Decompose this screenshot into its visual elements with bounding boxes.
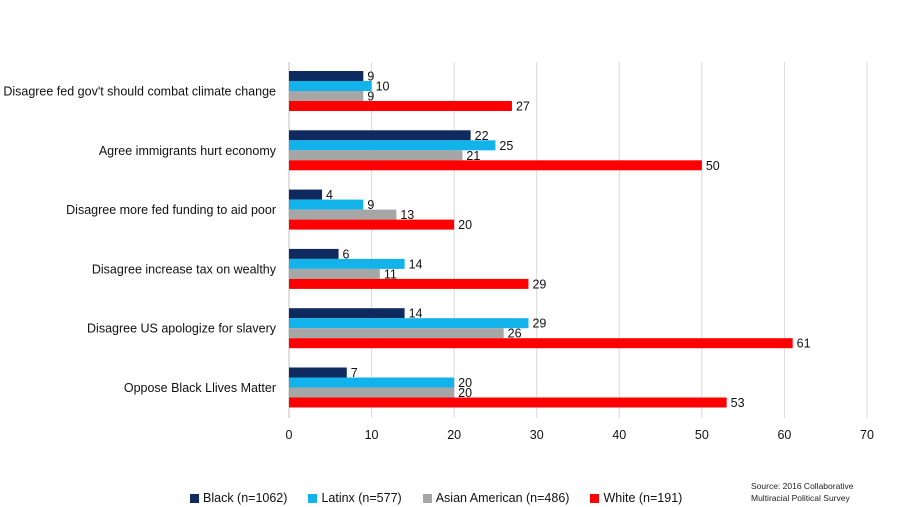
legend-label-white: White (n=191): [603, 491, 683, 505]
data-label: 29: [532, 277, 546, 291]
legend-item-asian-american: Asian American (n=486): [422, 491, 570, 505]
data-label: 20: [458, 218, 472, 232]
bar: [289, 160, 702, 171]
data-label: 10: [376, 80, 390, 94]
category-labels: Disagree fed gov't should combat climate…: [3, 85, 276, 396]
legend-item-latinx: Latinx (n=577): [308, 491, 402, 505]
category-label: Agree immigrants hurt economy: [99, 144, 277, 158]
data-label: 11: [384, 267, 397, 281]
x-tick-label: 0: [286, 428, 293, 442]
data-label: 21: [466, 149, 480, 163]
x-tick-label: 70: [860, 428, 874, 442]
data-label: 29: [532, 317, 546, 331]
data-label: 13: [400, 208, 414, 222]
x-tick-label: 10: [365, 428, 379, 442]
bar: [289, 377, 455, 388]
bar: [289, 130, 471, 141]
bar: [289, 140, 496, 151]
category-label: Disagree increase tax on wealthy: [92, 262, 277, 276]
x-tick-label: 20: [447, 428, 461, 442]
legend-swatch-latinx: [308, 493, 318, 503]
legend: Black (n=1062) Latinx (n=577) Asian Amer…: [190, 491, 703, 505]
legend-label-latinx: Latinx (n=577): [321, 491, 402, 505]
bar: [289, 248, 339, 259]
data-label: 14: [409, 307, 423, 321]
bar: [289, 328, 504, 339]
bar: [289, 101, 512, 111]
data-label: 14: [409, 257, 423, 271]
x-tick-label: 40: [612, 428, 626, 442]
bar: [289, 209, 397, 220]
data-label: 53: [731, 396, 745, 410]
bar: [289, 387, 455, 398]
bar: [289, 258, 405, 269]
bar: [289, 278, 529, 289]
legend-swatch-asian-american: [422, 493, 432, 503]
data-label: 9: [367, 198, 374, 212]
bar: [289, 367, 347, 378]
bar: [289, 338, 793, 349]
x-axis-ticks: 0 10 20 30 40 50 60 70: [286, 428, 874, 442]
data-label: 25: [499, 139, 513, 153]
category-label: Oppose Black Llives Matter: [124, 381, 276, 395]
bar: [289, 71, 364, 81]
data-label: 26: [508, 327, 522, 341]
value-labels: 9109272225215049132061411291429266172020…: [326, 70, 811, 411]
source-note: Source: 2016 Collaborative Multiracial P…: [751, 480, 854, 504]
bar: [289, 81, 372, 91]
legend-item-black: Black (n=1062): [190, 491, 287, 505]
data-label: 20: [458, 376, 472, 390]
bar: [289, 268, 380, 279]
x-tick-label: 50: [695, 428, 709, 442]
category-label: Disagree fed gov't should combat climate…: [3, 85, 276, 99]
data-label: 20: [458, 386, 472, 400]
data-label: 27: [516, 100, 530, 114]
data-label: 9: [367, 90, 374, 104]
data-label: 6: [343, 247, 350, 261]
legend-label-black: Black (n=1062): [203, 491, 288, 505]
data-label: 61: [797, 337, 811, 351]
bar: [289, 150, 463, 161]
legend-swatch-white: [590, 493, 600, 503]
data-label: 7: [351, 366, 358, 380]
legend-item-white: White (n=191): [590, 491, 682, 505]
bar: [289, 308, 405, 319]
bar: [289, 91, 364, 101]
bar: [289, 219, 455, 230]
category-label: Disagree US apologize for slavery: [87, 322, 277, 336]
data-label: 22: [475, 129, 489, 143]
data-label: 9: [367, 70, 374, 84]
legend-swatch-black: [190, 493, 199, 503]
source-line-2: Multiracial Political Survey: [751, 493, 850, 503]
data-label: 50: [706, 159, 720, 173]
legend-label-asian-american: Asian American (n=486): [435, 491, 570, 505]
bars: [289, 71, 793, 408]
bar: [289, 189, 323, 200]
x-tick-label: 60: [777, 428, 791, 442]
gridlines: [288, 62, 868, 418]
bar: [289, 199, 364, 210]
bar: [289, 397, 727, 408]
source-line-1: Source: 2016 Collaborative: [751, 481, 854, 491]
bar: [289, 318, 529, 329]
category-label: Disagree more fed funding to aid poor: [66, 203, 276, 217]
x-tick-label: 30: [530, 428, 544, 442]
data-label: 4: [326, 188, 333, 202]
